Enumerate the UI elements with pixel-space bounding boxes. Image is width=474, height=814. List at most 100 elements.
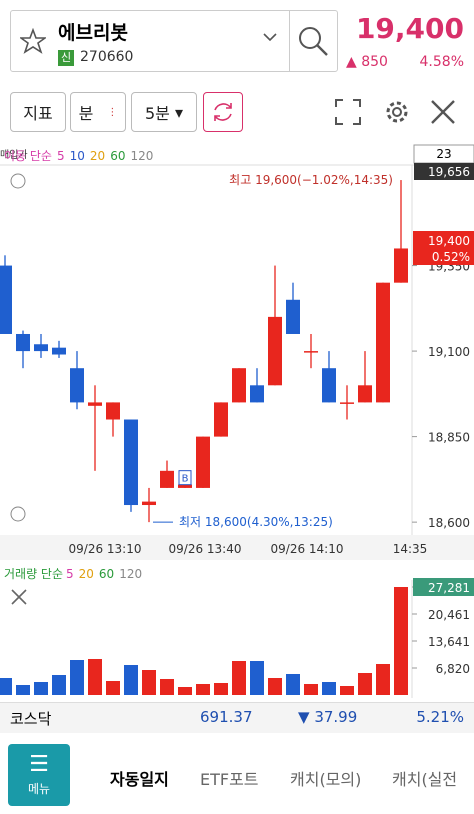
y-tick-label: 27,281 — [428, 581, 470, 595]
unit-button[interactable]: 분 ⋮ — [70, 92, 126, 132]
ma-legend: 20 — [90, 149, 105, 163]
time-label: 09/26 13:40 — [169, 542, 242, 556]
count: 23 — [436, 147, 451, 161]
volume-bar — [70, 660, 84, 695]
volume-bar — [34, 681, 48, 695]
y-tick-label: 19,100 — [428, 345, 470, 359]
y-tick-label: 13,641 — [428, 635, 470, 649]
volume-bar — [124, 665, 138, 695]
tab[interactable]: 캐치(실전 — [392, 770, 458, 789]
close-icon — [11, 589, 27, 605]
candle-body — [268, 316, 282, 386]
volume-bar — [304, 683, 318, 695]
volume-ma-legend: 120 — [119, 567, 142, 581]
fullscreen-icon[interactable] — [334, 98, 362, 126]
zoom-in — [10, 173, 26, 189]
low-note: 최저 18,600(4.30%,13:25) — [179, 515, 333, 529]
top-label: 19,656 — [428, 165, 470, 179]
search-icon[interactable] — [296, 24, 330, 58]
volume-bar — [196, 683, 210, 695]
last-price: 19,400 — [428, 234, 470, 248]
tab[interactable]: 캐치(모의) — [290, 770, 362, 789]
volume-bar — [178, 686, 192, 695]
candle-body — [196, 436, 210, 488]
badge: 신 — [58, 50, 74, 66]
ma-label: 이동 단순 — [4, 149, 52, 163]
indicator-button[interactable]: 지표 — [10, 92, 66, 132]
index-rate: 5.21% — [416, 708, 464, 726]
zoom-out — [10, 506, 26, 522]
volume-bar — [376, 663, 390, 695]
tab[interactable]: 자동일지 — [110, 770, 169, 789]
volume-bar — [88, 658, 102, 695]
y-tick-label: 18,850 — [428, 431, 470, 445]
candle-body — [376, 282, 390, 403]
volume-ma-legend: 20 — [79, 567, 94, 581]
candle-body — [106, 402, 120, 420]
search-box[interactable] — [10, 10, 338, 72]
star-icon[interactable] — [20, 28, 46, 54]
volume-top-box — [413, 578, 474, 596]
interval-button[interactable]: 5분 ▾ — [131, 92, 197, 132]
y-tick-label: 18,600 — [428, 516, 470, 530]
divider — [289, 10, 337, 72]
cost-label: 매입가 — [0, 148, 28, 161]
time-label: 09/26 14:10 — [271, 542, 344, 556]
tools-icon[interactable] — [428, 97, 458, 127]
change: ▲ 850 — [346, 54, 388, 70]
candle-body — [304, 351, 318, 353]
rate: 4.58% — [419, 54, 464, 70]
candle-body — [124, 419, 138, 506]
price: 19,400 — [355, 12, 464, 45]
dropdown-icon[interactable] — [262, 32, 278, 44]
volume-bar — [250, 661, 264, 695]
volume-ma-legend: 60 — [99, 567, 114, 581]
time-axis — [0, 535, 474, 560]
volume-bar — [142, 670, 156, 695]
tab[interactable]: ETF포트 — [200, 770, 259, 789]
change-value: 850 — [361, 54, 388, 70]
buy-marker: B — [182, 474, 189, 485]
volume-label: 거래량 단순 — [4, 567, 63, 581]
y-tick-label: 6,820 — [436, 662, 470, 676]
ma-legend: 5 — [57, 149, 65, 163]
unit-label: 분 — [78, 104, 94, 123]
candle-body — [286, 299, 300, 334]
candle-body — [70, 368, 84, 403]
last-rate: 0.52% — [432, 250, 470, 264]
volume-bar — [160, 678, 174, 695]
volume-bar — [0, 678, 12, 695]
interval-label: 5분 — [144, 104, 170, 123]
time-label: 09/26 13:10 — [69, 542, 142, 556]
time-label: 14:35 — [393, 542, 428, 556]
candle-body — [232, 368, 246, 403]
ma-legend: 120 — [130, 149, 153, 163]
volume-bar — [322, 681, 336, 695]
candle-body — [214, 402, 228, 437]
top-box — [414, 163, 474, 180]
menu-button[interactable]: ☰ 메뉴 — [8, 744, 70, 806]
volume-ma-legend: 5 — [66, 567, 74, 581]
buy-box — [178, 470, 192, 486]
candle-body — [142, 501, 156, 506]
volume-bar — [286, 673, 300, 695]
settings-icon[interactable] — [382, 97, 412, 127]
volume-bar — [52, 675, 66, 695]
volume-bar — [358, 673, 372, 695]
candle-body — [322, 368, 336, 403]
candle-body — [0, 265, 12, 334]
volume-bar — [106, 681, 120, 695]
candle-body — [178, 484, 192, 488]
refresh-button[interactable] — [203, 92, 243, 132]
stock-name: 에브리봇 — [58, 22, 128, 44]
last-box — [413, 231, 474, 265]
volume-bar — [16, 685, 30, 695]
high-note: 최고 19,600(−1.02%,14:35) — [229, 173, 393, 187]
candle-body — [340, 402, 354, 404]
index-value: 691.37 — [200, 708, 253, 726]
index-bar — [0, 702, 474, 733]
candle-body — [88, 402, 102, 406]
index-change-value: 37.99 — [314, 708, 358, 726]
volume-bar — [268, 678, 282, 695]
